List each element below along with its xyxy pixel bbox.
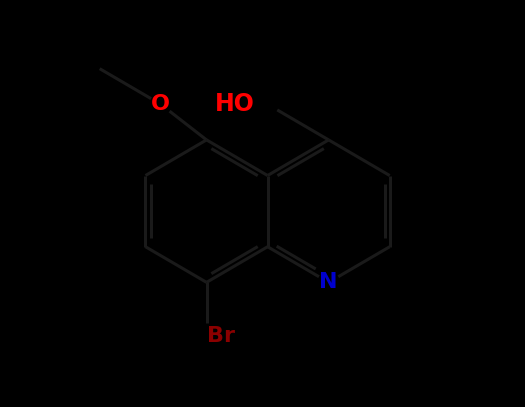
- Text: O: O: [151, 94, 170, 114]
- Text: Br: Br: [206, 326, 235, 346]
- Text: N: N: [319, 272, 338, 292]
- Text: HO: HO: [215, 92, 255, 116]
